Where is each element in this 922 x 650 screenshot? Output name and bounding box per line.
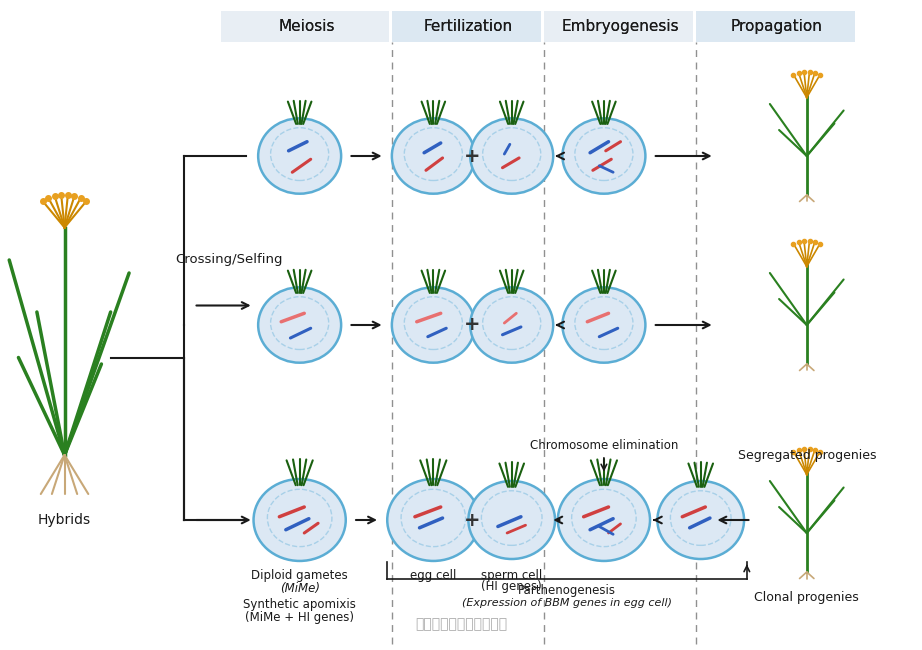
FancyBboxPatch shape	[221, 11, 389, 42]
Text: Embryogenesis: Embryogenesis	[561, 19, 679, 34]
Text: Fertilization: Fertilization	[423, 19, 513, 34]
FancyBboxPatch shape	[544, 11, 693, 42]
FancyBboxPatch shape	[392, 11, 541, 42]
Text: +: +	[465, 315, 480, 335]
Text: +: +	[465, 146, 480, 166]
Text: Embryogenesis: Embryogenesis	[561, 19, 679, 34]
Text: (Expression of BBM genes in egg cell): (Expression of BBM genes in egg cell)	[462, 598, 672, 608]
Ellipse shape	[562, 287, 645, 363]
Text: (HI genes): (HI genes)	[481, 580, 542, 593]
Ellipse shape	[470, 287, 553, 363]
Text: Chromosome elimination: Chromosome elimination	[530, 439, 678, 452]
Text: Hybrids: Hybrids	[38, 513, 91, 527]
Ellipse shape	[392, 118, 475, 194]
Ellipse shape	[562, 118, 645, 194]
Text: Segregated progenies: Segregated progenies	[738, 448, 876, 461]
Text: Crossing/Selfing: Crossing/Selfing	[175, 254, 283, 266]
FancyBboxPatch shape	[696, 11, 855, 42]
FancyBboxPatch shape	[544, 11, 693, 42]
Text: (MiMe + HI genes): (MiMe + HI genes)	[245, 611, 354, 624]
Text: sperm cell: sperm cell	[481, 569, 542, 582]
Ellipse shape	[254, 479, 346, 561]
Ellipse shape	[387, 479, 479, 561]
Ellipse shape	[470, 118, 553, 194]
Text: Clonal progenies: Clonal progenies	[754, 592, 859, 604]
Text: Meiosis: Meiosis	[278, 19, 335, 34]
Ellipse shape	[468, 481, 555, 559]
Text: egg cell: egg cell	[410, 569, 456, 582]
Text: Synthetic apomixis: Synthetic apomixis	[243, 598, 356, 611]
Ellipse shape	[657, 481, 744, 559]
Ellipse shape	[258, 118, 341, 194]
FancyBboxPatch shape	[392, 11, 541, 42]
FancyBboxPatch shape	[221, 11, 389, 42]
Text: Propagation: Propagation	[731, 19, 822, 34]
FancyBboxPatch shape	[696, 11, 855, 42]
Text: +: +	[465, 510, 480, 530]
Text: Propagation: Propagation	[731, 19, 822, 34]
Text: (MiMe): (MiMe)	[279, 582, 320, 595]
Text: Meiosis: Meiosis	[278, 19, 335, 34]
Ellipse shape	[392, 287, 475, 363]
Text: 公众号・生物信息与育种: 公众号・生物信息与育种	[415, 617, 507, 631]
Text: Fertilization: Fertilization	[423, 19, 513, 34]
Ellipse shape	[558, 479, 650, 561]
Ellipse shape	[258, 287, 341, 363]
Text: Parthenogenesis: Parthenogenesis	[518, 584, 616, 597]
Text: Diploid gametes: Diploid gametes	[252, 569, 348, 582]
